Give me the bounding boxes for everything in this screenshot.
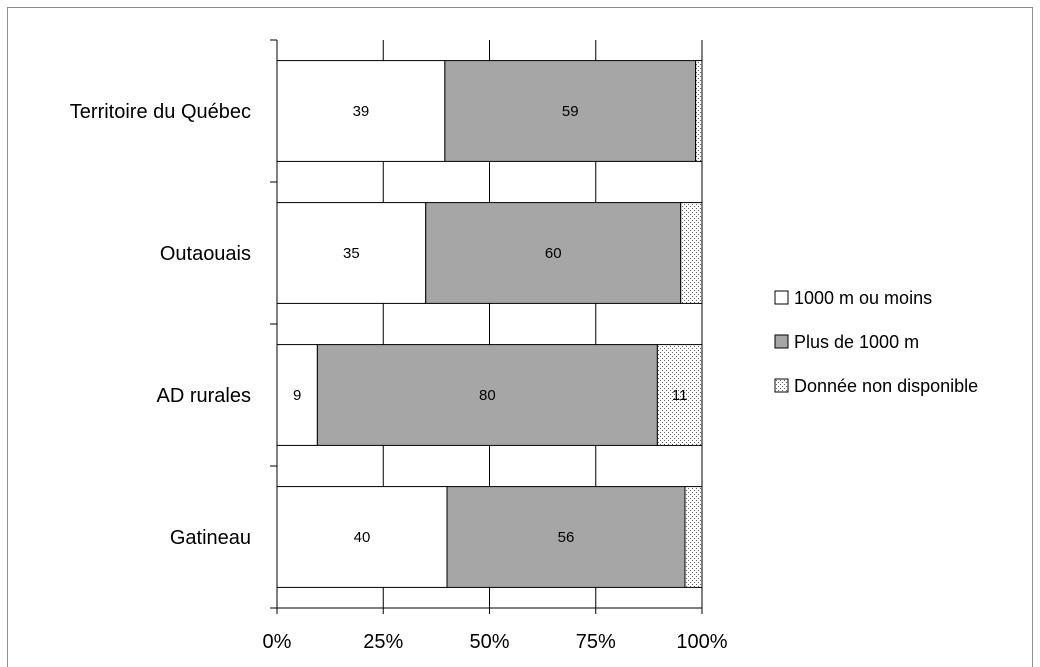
data-label: 59 (562, 103, 579, 120)
x-tick-label: 75% (576, 631, 616, 653)
data-label: 35 (343, 245, 360, 262)
legend-entry: Plus de 1000 m (794, 332, 919, 352)
data-label: 40 (354, 529, 371, 546)
data-label: 9 (293, 387, 301, 404)
x-tick-label: 100% (676, 631, 727, 653)
category-label: Territoire du Québec (70, 101, 251, 123)
legend-entry: 1000 m ou moins (794, 288, 932, 308)
bar-segment (425, 202, 682, 304)
bar-segment (446, 486, 686, 588)
legend-swatch (774, 290, 789, 305)
legend-swatch (774, 378, 789, 393)
category-label: AD rurales (157, 385, 251, 407)
x-tick-label: 0% (263, 631, 292, 653)
bars (276, 60, 703, 588)
labels: 0% 25% 50% 75% 100% 39 59 Territoire du Québec 3… (70, 101, 728, 653)
bar-segment (276, 486, 448, 588)
category-label: Outaouais (160, 243, 251, 265)
legend-entry: Donnée non disponible (794, 376, 978, 396)
x-tick-label: 25% (363, 631, 403, 653)
axes (270, 39, 703, 614)
x-tick-label: 50% (469, 631, 509, 653)
data-label: 60 (545, 245, 562, 262)
data-label: 80 (479, 387, 496, 404)
data-label: 39 (353, 103, 370, 120)
legend: 1000 m ou moins Plus de 1000 m Donnée non … (774, 288, 978, 396)
category-label: Gatineau (170, 527, 251, 549)
bar-segment (680, 202, 703, 304)
bar-segment (684, 486, 703, 588)
bar-segment (656, 344, 703, 446)
data-label: 11 (672, 387, 688, 404)
bar-segment (695, 60, 703, 162)
data-label: 56 (558, 529, 575, 546)
bar-segment (444, 60, 697, 162)
legend-swatch (774, 334, 789, 349)
